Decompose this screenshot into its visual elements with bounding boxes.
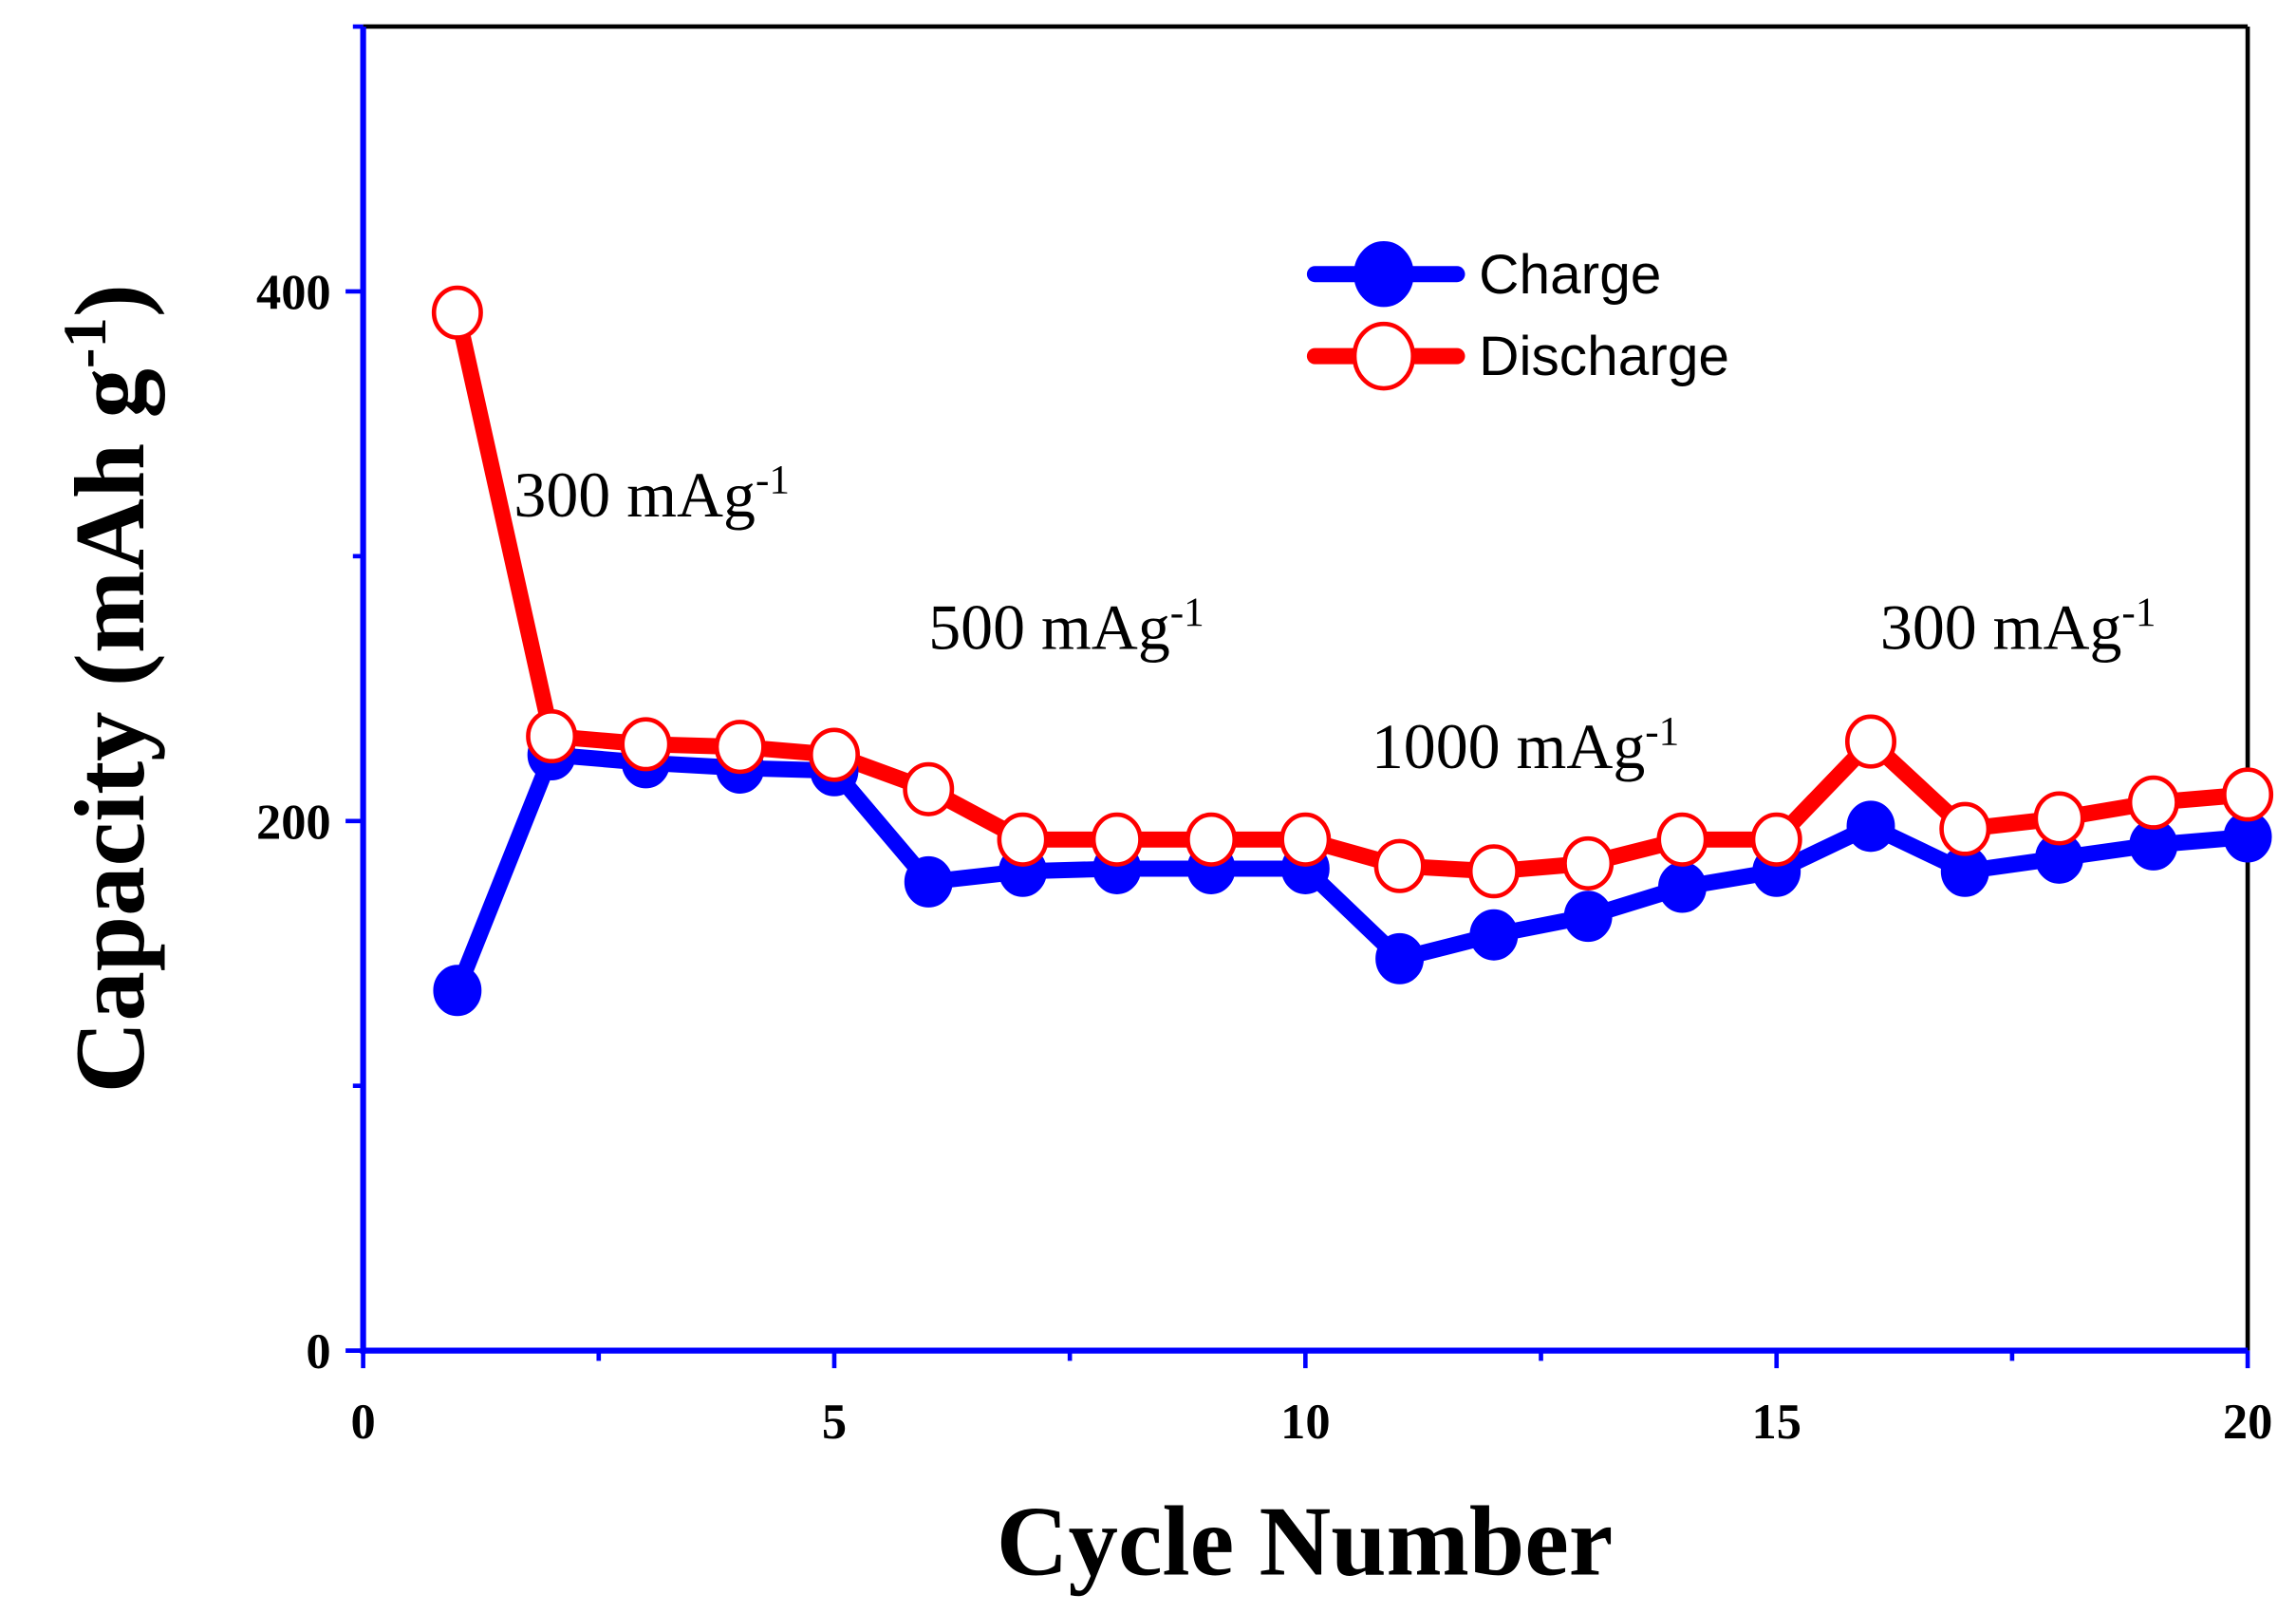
rate-annotation: 300 mAg-1	[513, 458, 790, 531]
y-axis-title-sup: -1	[51, 317, 120, 368]
rate-annotation: 500 mAg-1	[928, 591, 1204, 664]
legend-label-charge: Charge	[1479, 244, 1661, 306]
annotation-text: 500 mAg	[928, 591, 1170, 663]
data-point-discharge	[997, 812, 1049, 867]
data-point-discharge	[1656, 812, 1708, 867]
data-point-charge	[1375, 932, 1425, 985]
y-tick-label: 400	[256, 265, 331, 320]
data-point-discharge	[1279, 812, 1332, 867]
data-point-discharge	[1185, 812, 1238, 867]
data-point-discharge	[1939, 801, 1991, 856]
y-axis-title-main: Capacity (mAh g	[55, 368, 165, 1093]
data-point-charge	[904, 855, 953, 908]
data-point-charge	[1563, 891, 1613, 943]
data-point-discharge	[2127, 775, 2179, 830]
data-point-discharge	[620, 717, 672, 772]
annotation-sup: -1	[1645, 709, 1679, 754]
rate-annotation: 1000 mAg-1	[1372, 709, 1679, 782]
data-point-discharge	[2033, 791, 2085, 846]
legend-marker-discharge	[1352, 321, 1416, 391]
x-axis-title: Cycle Number	[997, 1487, 1614, 1597]
x-tick-label: 15	[1751, 1395, 1801, 1450]
data-point-charge	[1657, 861, 1707, 913]
legend: Charge Discharge	[1306, 241, 1729, 391]
x-tick-label: 0	[350, 1395, 375, 1450]
data-point-discharge	[1467, 844, 1520, 899]
y-tick-label: 200	[256, 795, 331, 850]
x-tick-label: 20	[2223, 1395, 2272, 1450]
data-point-charge	[433, 965, 482, 1017]
y-tick-label: 0	[306, 1324, 330, 1379]
data-point-discharge	[808, 727, 860, 782]
legend-label-discharge: Discharge	[1479, 326, 1729, 387]
annotation-sup: -1	[756, 458, 790, 502]
data-point-discharge	[1091, 812, 1143, 867]
y-axis-title: Capacity (mAh g-1)	[51, 284, 165, 1093]
data-point-charge	[1846, 800, 1895, 853]
data-point-discharge	[903, 761, 955, 816]
y-axis-title-end: )	[55, 284, 165, 317]
data-point-discharge	[714, 720, 766, 775]
legend-marker-charge	[1353, 241, 1414, 308]
annotation-sup: -1	[2121, 591, 2156, 635]
annotation-text: 300 mAg	[513, 460, 756, 531]
data-point-discharge	[431, 285, 483, 340]
x-tick-label: 5	[822, 1395, 847, 1450]
data-point-discharge	[1373, 838, 1426, 893]
data-point-discharge	[2222, 767, 2274, 822]
data-point-discharge	[1562, 835, 1615, 891]
data-point-discharge	[1750, 812, 1802, 867]
series-layer	[431, 285, 2274, 1017]
x-tick-label: 10	[1280, 1395, 1330, 1450]
annotation-text: 300 mAg	[1880, 591, 2122, 663]
data-point-charge	[1469, 909, 1519, 961]
annotation-sup: -1	[1170, 591, 1204, 635]
rate-annotation: 300 mAg-1	[1880, 591, 2156, 664]
annotation-text: 1000 mAg	[1372, 711, 1645, 782]
data-point-discharge	[526, 708, 578, 764]
data-point-discharge	[1844, 714, 1896, 769]
